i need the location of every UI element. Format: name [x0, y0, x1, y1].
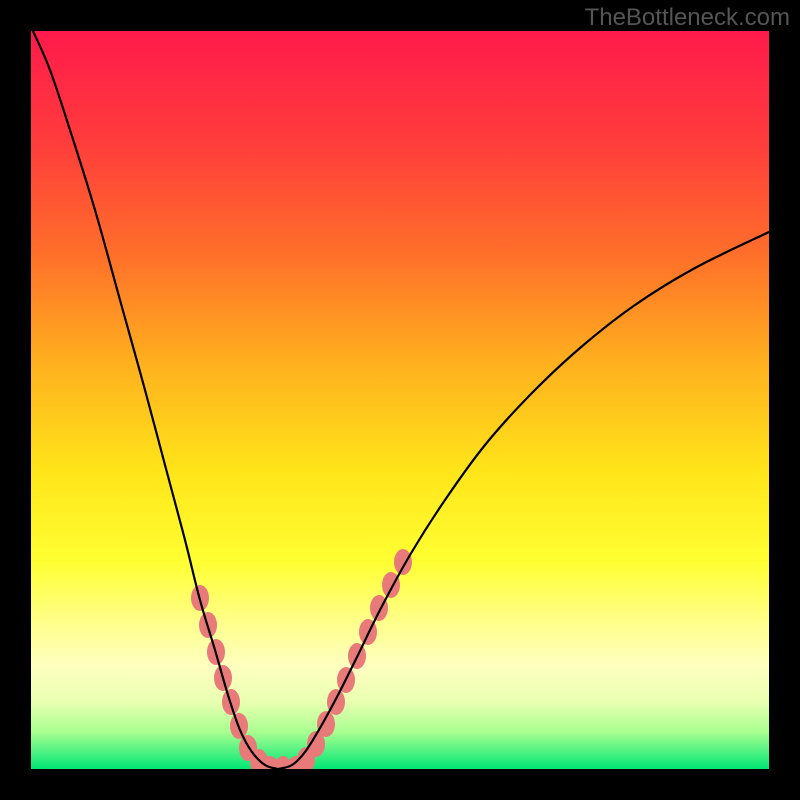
plot-area	[31, 31, 769, 769]
chart-canvas: TheBottleneck.com	[0, 0, 800, 800]
watermark-text: TheBottleneck.com	[585, 4, 790, 32]
plot-svg	[31, 31, 769, 769]
gradient-background	[31, 31, 769, 769]
